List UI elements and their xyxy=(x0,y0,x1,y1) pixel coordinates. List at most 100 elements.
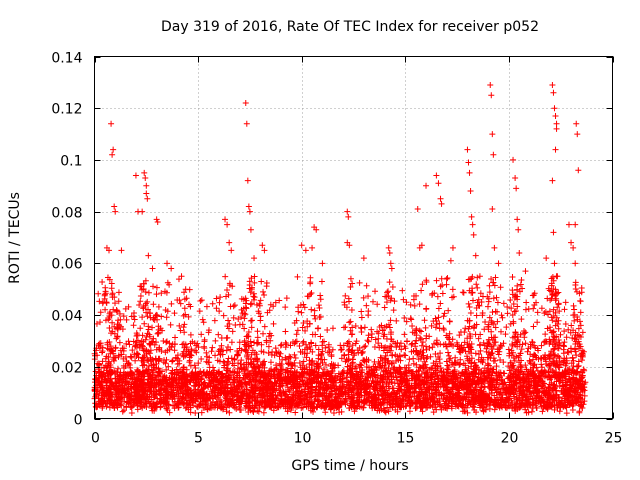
data-point xyxy=(531,361,538,368)
data-point xyxy=(389,385,396,392)
data-point xyxy=(206,376,213,383)
data-point xyxy=(315,302,322,309)
data-point xyxy=(256,369,263,376)
data-point xyxy=(374,301,381,308)
data-point xyxy=(125,381,132,388)
data-point xyxy=(494,386,501,393)
data-point xyxy=(357,387,364,394)
data-point xyxy=(446,389,453,396)
data-point xyxy=(273,362,280,369)
data-point xyxy=(371,369,378,376)
data-point xyxy=(102,306,109,313)
data-point xyxy=(249,384,256,391)
data-point xyxy=(142,336,149,343)
data-point xyxy=(261,291,268,298)
data-point xyxy=(461,408,468,415)
data-point xyxy=(437,383,444,390)
data-point xyxy=(388,360,395,367)
data-point xyxy=(495,351,502,358)
data-point xyxy=(410,355,417,362)
data-point xyxy=(500,300,507,307)
data-point xyxy=(208,400,215,407)
data-point xyxy=(252,394,259,401)
data-point xyxy=(296,343,303,350)
data-point xyxy=(176,322,183,329)
data-point xyxy=(187,376,194,383)
data-point xyxy=(321,338,328,345)
data-point xyxy=(508,305,515,312)
data-point xyxy=(452,360,459,367)
data-point xyxy=(323,402,330,409)
data-point xyxy=(494,376,501,383)
data-point xyxy=(443,383,450,390)
data-point xyxy=(360,399,367,406)
data-point xyxy=(294,378,301,385)
data-point xyxy=(130,338,137,345)
data-point xyxy=(402,352,409,359)
data-point xyxy=(506,395,513,402)
data-point xyxy=(307,394,314,401)
data-point xyxy=(415,356,422,363)
data-point xyxy=(447,355,454,362)
data-point xyxy=(203,303,210,310)
data-point xyxy=(149,407,156,414)
data-point xyxy=(355,349,362,356)
data-point xyxy=(412,384,419,391)
data-point xyxy=(198,331,205,338)
data-point xyxy=(353,338,360,345)
data-point xyxy=(446,393,453,400)
data-point xyxy=(215,381,222,388)
data-point xyxy=(292,401,299,408)
data-point xyxy=(419,408,426,415)
data-point xyxy=(409,372,416,379)
data-point xyxy=(338,355,345,362)
data-point xyxy=(488,384,495,391)
data-point xyxy=(339,369,346,376)
data-point xyxy=(562,386,569,393)
data-point xyxy=(444,376,451,383)
data-point xyxy=(314,373,321,380)
data-point xyxy=(532,380,539,387)
data-point xyxy=(278,382,285,389)
data-point xyxy=(298,392,305,399)
data-point xyxy=(350,394,357,401)
data-point xyxy=(546,385,553,392)
data-point xyxy=(128,354,135,361)
data-point xyxy=(263,386,270,393)
data-point xyxy=(302,381,309,388)
data-point xyxy=(338,408,345,415)
data-point xyxy=(457,356,464,363)
data-point xyxy=(301,374,308,381)
data-point xyxy=(126,393,133,400)
data-point xyxy=(126,341,133,348)
data-point xyxy=(201,379,208,386)
data-point xyxy=(245,398,252,405)
data-point xyxy=(239,392,246,399)
data-point xyxy=(300,358,307,365)
data-point xyxy=(262,399,269,406)
data-point xyxy=(529,339,536,346)
data-point xyxy=(581,384,588,391)
data-point xyxy=(472,370,479,377)
data-point xyxy=(358,308,365,315)
data-point xyxy=(151,341,158,348)
data-point xyxy=(416,399,423,406)
data-point xyxy=(233,382,240,389)
data-point xyxy=(456,332,463,339)
data-point xyxy=(516,371,523,378)
data-point xyxy=(135,351,142,358)
data-point xyxy=(369,405,376,412)
data-point xyxy=(394,369,401,376)
data-point xyxy=(187,331,194,338)
data-point xyxy=(116,376,123,383)
data-point xyxy=(577,369,584,376)
data-point xyxy=(365,293,372,300)
data-point xyxy=(316,304,323,311)
data-point xyxy=(215,388,222,395)
data-point xyxy=(291,359,298,366)
data-point xyxy=(403,391,410,398)
data-point xyxy=(267,301,274,308)
data-point xyxy=(303,354,310,361)
data-point xyxy=(252,384,259,391)
data-point xyxy=(197,401,204,408)
